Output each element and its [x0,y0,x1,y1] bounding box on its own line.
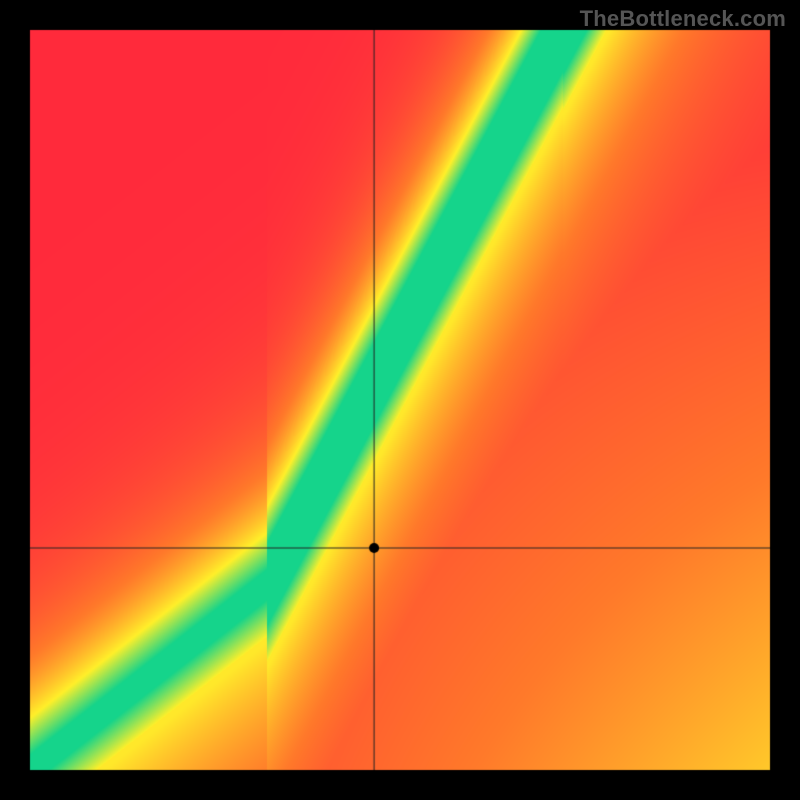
watermark-text: TheBottleneck.com [580,6,786,32]
bottleneck-heatmap [0,0,800,800]
chart-container: TheBottleneck.com [0,0,800,800]
